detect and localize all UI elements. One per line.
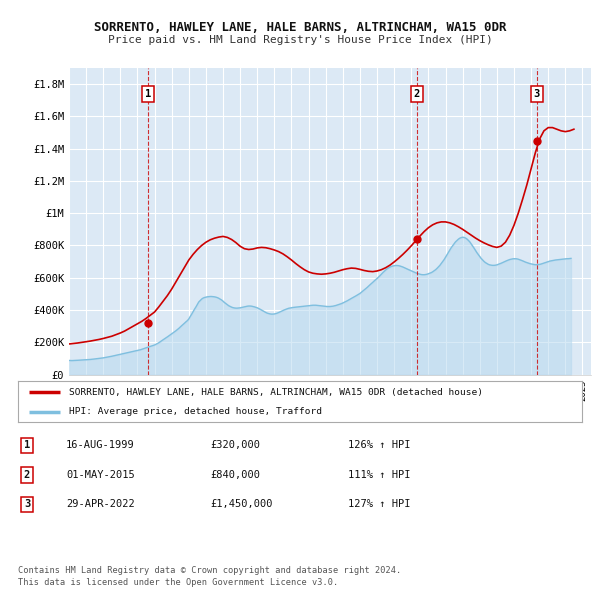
Text: 16-AUG-1999: 16-AUG-1999	[66, 441, 135, 450]
Text: 2: 2	[414, 89, 420, 99]
Text: 111% ↑ HPI: 111% ↑ HPI	[348, 470, 410, 480]
Text: 3: 3	[533, 89, 540, 99]
Text: Contains HM Land Registry data © Crown copyright and database right 2024.
This d: Contains HM Land Registry data © Crown c…	[18, 566, 401, 587]
Text: SORRENTO, HAWLEY LANE, HALE BARNS, ALTRINCHAM, WA15 0DR: SORRENTO, HAWLEY LANE, HALE BARNS, ALTRI…	[94, 21, 506, 34]
Text: 1: 1	[24, 441, 30, 450]
Text: £1,450,000: £1,450,000	[210, 500, 272, 509]
Text: £320,000: £320,000	[210, 441, 260, 450]
Text: Price paid vs. HM Land Registry's House Price Index (HPI): Price paid vs. HM Land Registry's House …	[107, 35, 493, 45]
Text: 2: 2	[24, 470, 30, 480]
Text: HPI: Average price, detached house, Trafford: HPI: Average price, detached house, Traf…	[69, 407, 322, 416]
Text: 126% ↑ HPI: 126% ↑ HPI	[348, 441, 410, 450]
Text: 01-MAY-2015: 01-MAY-2015	[66, 470, 135, 480]
Text: 29-APR-2022: 29-APR-2022	[66, 500, 135, 509]
Text: 127% ↑ HPI: 127% ↑ HPI	[348, 500, 410, 509]
Text: £840,000: £840,000	[210, 470, 260, 480]
Text: 3: 3	[24, 500, 30, 509]
Text: SORRENTO, HAWLEY LANE, HALE BARNS, ALTRINCHAM, WA15 0DR (detached house): SORRENTO, HAWLEY LANE, HALE BARNS, ALTRI…	[69, 388, 483, 396]
Text: 1: 1	[145, 89, 151, 99]
